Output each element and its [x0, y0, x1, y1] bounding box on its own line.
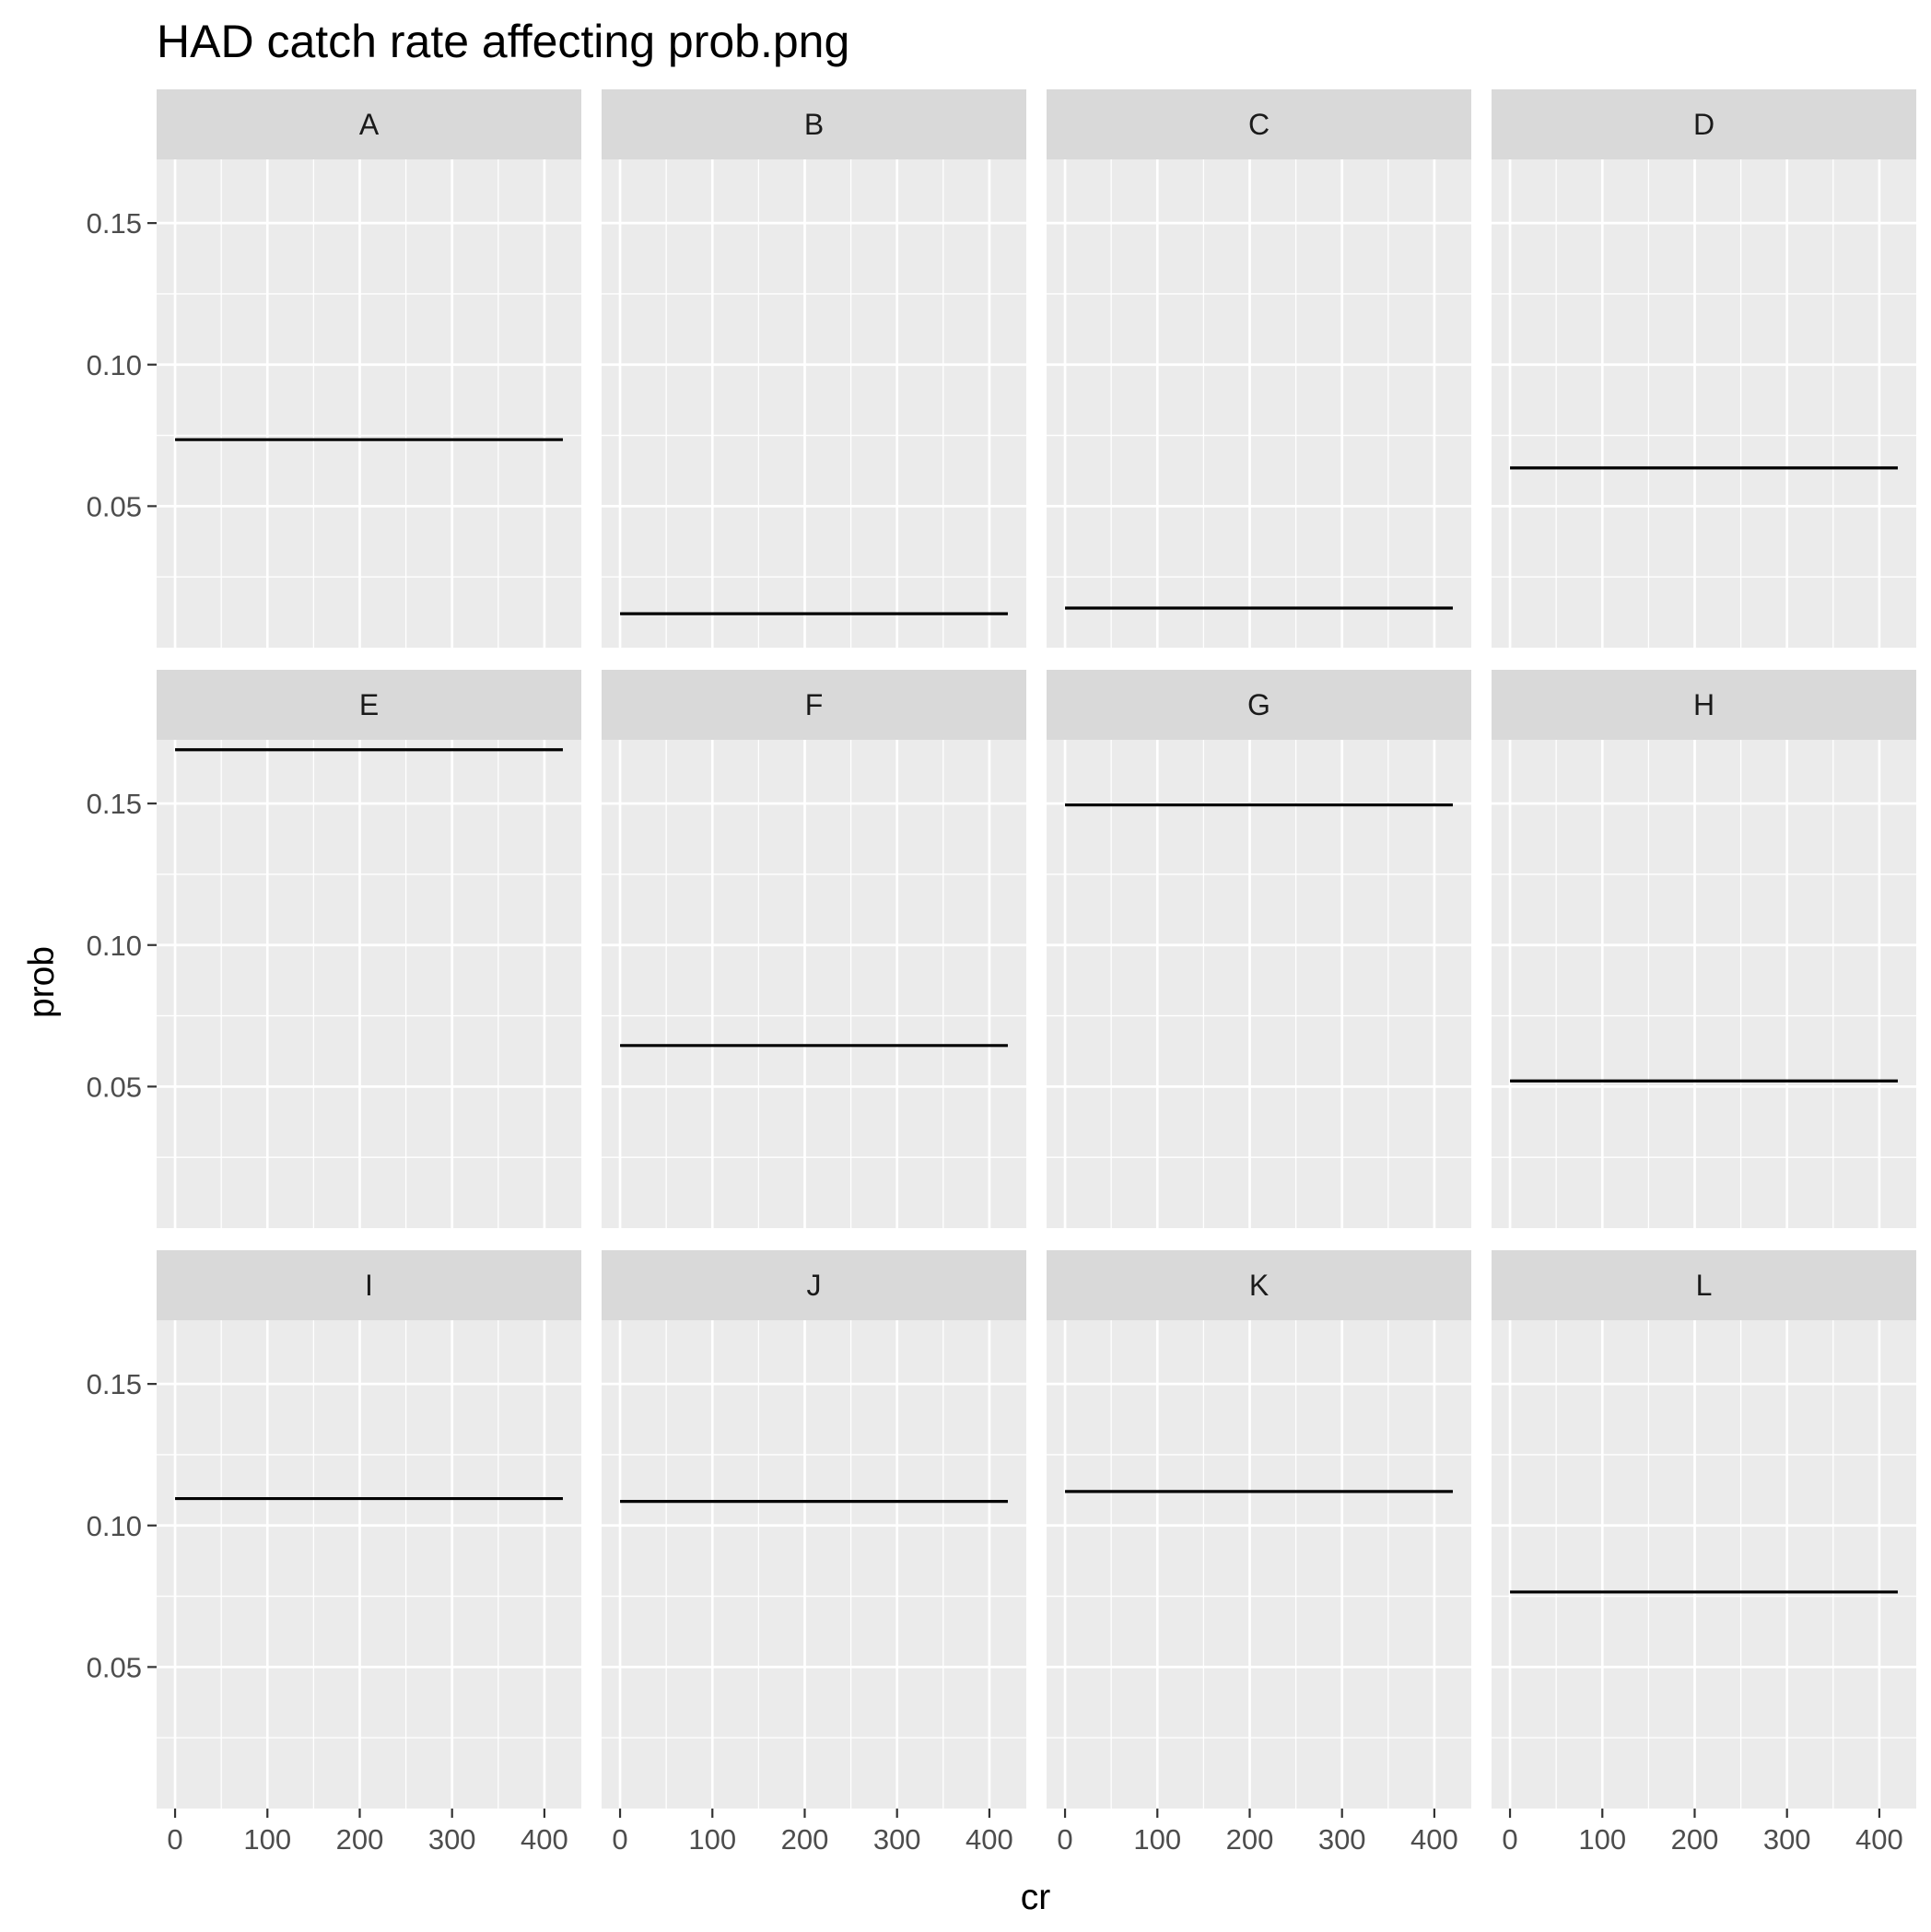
x-tick-label: 0	[612, 1823, 627, 1856]
panel-background	[1492, 159, 1916, 648]
y-tick-label: 0.15	[87, 1368, 142, 1400]
panel-background	[602, 159, 1026, 648]
y-tick-label: 0.15	[87, 788, 142, 820]
x-tick-label: 200	[781, 1823, 829, 1856]
facet-panel-l: L 0 100 200 300 400	[1492, 1250, 1916, 1856]
x-tick-label: 400	[1855, 1823, 1903, 1856]
y-tick-label: 0.05	[87, 1651, 142, 1683]
panel-background	[1492, 740, 1916, 1228]
facet-strip	[1047, 89, 1471, 159]
facet-panel-b: B	[602, 89, 1026, 648]
facet-strip	[1492, 89, 1916, 159]
x-tick-label: 300	[1763, 1823, 1811, 1856]
y-tick-label: 0.15	[87, 207, 142, 240]
x-tick-label: 100	[1578, 1823, 1626, 1856]
facet-panel-c: C	[1047, 89, 1471, 648]
facet-panel-g: G	[1047, 670, 1471, 1228]
y-tick-label: 0.10	[87, 1510, 142, 1542]
facet-panel-i: I 0.05 0.10 0.15 0 100 200 300 400	[87, 1250, 581, 1856]
facet-panel-d: D	[1492, 89, 1916, 648]
x-tick-label: 0	[1057, 1823, 1072, 1856]
x-tick-label: 300	[873, 1823, 921, 1856]
facet-strip	[1047, 1250, 1471, 1320]
x-tick-label: 200	[1671, 1823, 1719, 1856]
facet-panel-a: A 0.05 0.10 0.15	[87, 89, 581, 648]
facet-panel-k: K 0 100 200 300 400	[1047, 1250, 1471, 1856]
facet-strip	[157, 1250, 581, 1320]
facet-strip-label: I	[365, 1269, 373, 1302]
facet-strip-label: D	[1693, 108, 1714, 141]
facet-strip-label: E	[359, 688, 379, 721]
y-tick-label: 0.10	[87, 349, 142, 381]
x-tick-label: 300	[428, 1823, 476, 1856]
x-tick-label: 200	[1226, 1823, 1274, 1856]
panel-background	[157, 740, 581, 1228]
x-tick-label: 100	[243, 1823, 291, 1856]
panel-background	[157, 159, 581, 648]
x-axis-title: cr	[1021, 1878, 1051, 1917]
facet-strip	[602, 89, 1026, 159]
facet-strip	[157, 670, 581, 740]
facet-strip-label: L	[1696, 1269, 1713, 1302]
x-tick-label: 400	[521, 1823, 568, 1856]
facet-panels: A 0.05 0.10 0.15 B C D E 0.05 0.10 0.15 F G H I 0.05 0.1…	[87, 89, 1916, 1856]
facet-strip	[157, 89, 581, 159]
facet-strip-label: H	[1693, 688, 1714, 721]
facet-panel-j: J 0 100 200 300 400	[602, 1250, 1026, 1856]
facet-strip-label: J	[807, 1269, 822, 1302]
facet-strip-label: A	[359, 108, 380, 141]
panel-background	[1047, 1320, 1471, 1809]
x-tick-label: 400	[966, 1823, 1013, 1856]
panel-background	[602, 740, 1026, 1228]
x-tick-label: 100	[1133, 1823, 1181, 1856]
facet-strip	[1492, 1250, 1916, 1320]
x-tick-label: 400	[1410, 1823, 1458, 1856]
facet-strip	[602, 670, 1026, 740]
facet-panel-e: E 0.05 0.10 0.15	[87, 670, 581, 1228]
panel-background	[602, 1320, 1026, 1809]
x-tick-label: 200	[336, 1823, 384, 1856]
facet-strip-label: G	[1247, 688, 1270, 721]
panel-background	[157, 1320, 581, 1809]
panel-background	[1047, 159, 1471, 648]
x-tick-label: 0	[1502, 1823, 1517, 1856]
facet-strip-label: C	[1248, 108, 1270, 141]
x-tick-label: 100	[688, 1823, 736, 1856]
panel-background	[1492, 1320, 1916, 1809]
chart-title: HAD catch rate affecting prob.png	[157, 16, 849, 67]
x-tick-label: 0	[167, 1823, 182, 1856]
facet-panel-h: H	[1492, 670, 1916, 1228]
facet-panel-f: F	[602, 670, 1026, 1228]
facet-strip	[602, 1250, 1026, 1320]
facet-strip-label: B	[804, 108, 824, 141]
y-tick-label: 0.05	[87, 490, 142, 522]
facet-strip	[1047, 670, 1471, 740]
panel-background	[1047, 740, 1471, 1228]
facet-strip-label: K	[1249, 1269, 1269, 1302]
facet-strip-label: F	[805, 688, 824, 721]
facet-strip	[1492, 670, 1916, 740]
y-axis-title: prob	[22, 946, 62, 1018]
y-tick-label: 0.10	[87, 930, 142, 962]
x-tick-label: 300	[1318, 1823, 1366, 1856]
y-tick-label: 0.05	[87, 1071, 142, 1103]
